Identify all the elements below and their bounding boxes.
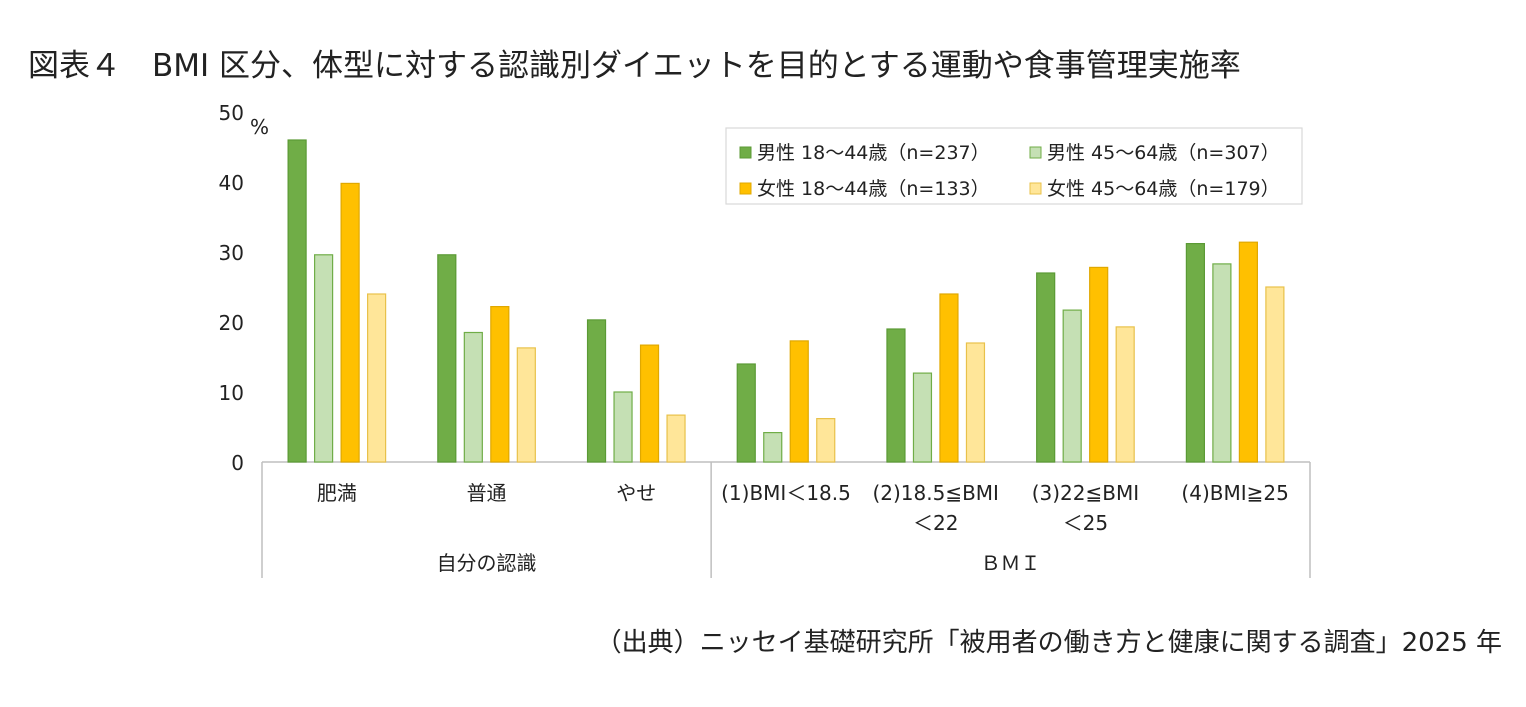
- bar: [1238, 241, 1258, 463]
- bar: [965, 342, 986, 463]
- x-category-label: 普通: [467, 481, 507, 505]
- bar: [463, 331, 483, 463]
- legend-swatch: [1029, 182, 1042, 195]
- source-note: （出典）ニッセイ基礎研究所「被用者の働き方と健康に関する調査」2025 年: [595, 628, 1502, 658]
- legend-swatch: [1029, 146, 1042, 159]
- x-category-label: ＜22: [913, 511, 958, 535]
- legend-label: 男性 45～64歳（n=307）: [1047, 142, 1280, 164]
- legend-swatch: [739, 182, 752, 195]
- bar: [490, 306, 510, 463]
- bar: [639, 344, 660, 463]
- y-unit-label: %: [250, 115, 269, 139]
- y-tick-label: 30: [219, 241, 244, 265]
- bar: [666, 414, 686, 463]
- bar: [314, 254, 334, 463]
- bar: [1089, 266, 1109, 463]
- legend-label: 女性 45～64歳（n=179）: [1047, 178, 1280, 200]
- y-tick-label: 50: [219, 101, 244, 125]
- y-tick-label: 20: [219, 311, 244, 335]
- x-category-label: (1)BMI＜18.5: [721, 481, 851, 505]
- bar: [789, 340, 809, 463]
- bars-layer: [287, 139, 1285, 463]
- bar: [939, 293, 959, 463]
- x-group-label: ＢＭＩ: [981, 551, 1041, 575]
- bar: [287, 139, 307, 463]
- legend-swatch: [739, 146, 752, 159]
- bar: [763, 432, 783, 463]
- bar: [1036, 272, 1056, 463]
- bar: [613, 391, 633, 463]
- bar: [1185, 243, 1205, 463]
- bar: [586, 319, 607, 463]
- y-tick-label: 10: [219, 381, 244, 405]
- legend-label: 女性 18～44歳（n=133）: [757, 178, 990, 200]
- bar: [437, 254, 457, 463]
- labels-layer: 肥満 普通 やせ (1)BMI＜18.5 (2)18.5≦BMI ＜22 (3)22≦BMI…: [317, 481, 1289, 575]
- x-category-label: 肥満: [317, 481, 357, 505]
- legend: 男性 18～44歳（n=237） 男性 45～64歳（n=307） 女性 18～44…: [725, 127, 1303, 205]
- bar: [912, 372, 933, 463]
- x-group-label: 自分の認識: [437, 551, 537, 575]
- legend-label: 男性 18～44歳（n=237）: [757, 142, 990, 164]
- bar: [1062, 309, 1082, 463]
- legend-box: [725, 127, 1303, 205]
- x-category-label: (3)22≦BMI: [1032, 481, 1139, 505]
- bar: [367, 293, 387, 463]
- bar: [340, 182, 360, 463]
- x-category-label: やせ: [616, 481, 656, 505]
- x-category-label: ＜25: [1063, 511, 1108, 535]
- x-category-label: (2)18.5≦BMI: [872, 481, 999, 505]
- chart-title: 図表４ BMI 区分、体型に対する認識別ダイエットを目的とする運動や食事管理実施…: [28, 48, 1241, 84]
- bar: [1115, 326, 1135, 463]
- axis-layer: 0 10 20 30 40 50%: [219, 101, 1311, 578]
- bar: [736, 363, 756, 463]
- bar: [516, 347, 536, 463]
- x-category-label: (4)BMI≧25: [1181, 481, 1288, 505]
- bar: [1265, 286, 1285, 463]
- bar: [1212, 263, 1232, 463]
- y-tick-label: 0: [231, 451, 244, 475]
- bar: [816, 418, 836, 463]
- y-tick-label: 40: [219, 171, 244, 195]
- bar: [886, 328, 906, 463]
